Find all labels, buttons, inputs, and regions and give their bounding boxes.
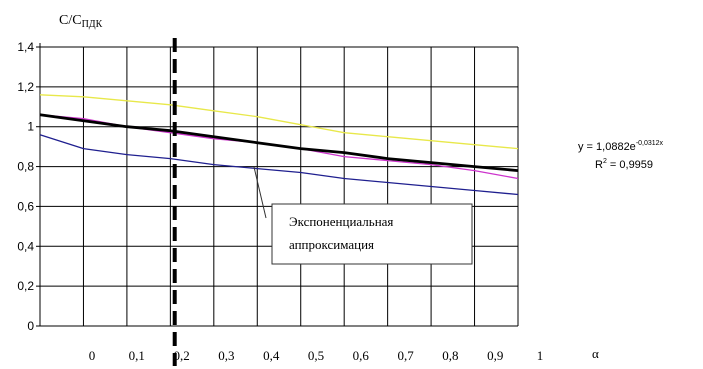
y-tick-label: 1,4 bbox=[17, 40, 34, 54]
series-lines bbox=[39, 94, 519, 196]
trend-equation: y = 1,0882e-0,0312x bbox=[578, 140, 664, 153]
y-tick-label: 0,6 bbox=[17, 199, 34, 213]
callout-line-1: Экспоненциальная bbox=[289, 214, 393, 229]
y-tick-label: 0 bbox=[27, 319, 34, 333]
x-tick-label: 1 bbox=[537, 348, 544, 363]
y-tick-labels: 0 0,2 0,4 0,6 0,8 1 1,2 1,4 bbox=[17, 40, 34, 333]
x-axis-title: α bbox=[592, 346, 599, 361]
gridlines bbox=[40, 46, 519, 326]
callout-line-2: аппроксимация bbox=[289, 237, 374, 252]
trend-r-squared: R2 = 0,9959 bbox=[595, 158, 653, 171]
x-tick-label: 0,4 bbox=[263, 348, 280, 363]
series-line-3 bbox=[39, 113, 519, 172]
y-tick-label: 0,2 bbox=[17, 279, 34, 293]
x-tick-label: 0,6 bbox=[353, 348, 370, 363]
x-tick-label: 0,8 bbox=[442, 348, 458, 363]
axes bbox=[36, 43, 518, 327]
callout-pointer bbox=[253, 166, 267, 219]
x-tick-label: 0,5 bbox=[308, 348, 324, 363]
x-tick-label: 0,3 bbox=[218, 348, 234, 363]
x-tick-label: 0 bbox=[89, 348, 96, 363]
series-line-1 bbox=[39, 94, 519, 150]
series-line-4 bbox=[39, 134, 519, 196]
y-tick-label: 1,2 bbox=[17, 80, 34, 94]
callout-box bbox=[271, 203, 473, 265]
y-tick-label: 0,8 bbox=[17, 160, 34, 174]
x-tick-label: 0,9 bbox=[487, 348, 503, 363]
x-tick-label: 0,1 bbox=[129, 348, 145, 363]
y-tick-label: 1 bbox=[27, 120, 34, 134]
x-tick-label: 0,7 bbox=[397, 348, 414, 363]
x-tick-label: 0,2 bbox=[173, 348, 189, 363]
y-tick-label: 0,4 bbox=[17, 239, 34, 253]
x-tick-labels: 0 0,1 0,2 0,3 0,4 0,5 0,6 0,7 0,8 0,9 1 bbox=[89, 348, 544, 363]
y-axis-title: C/CПДК bbox=[59, 13, 103, 30]
